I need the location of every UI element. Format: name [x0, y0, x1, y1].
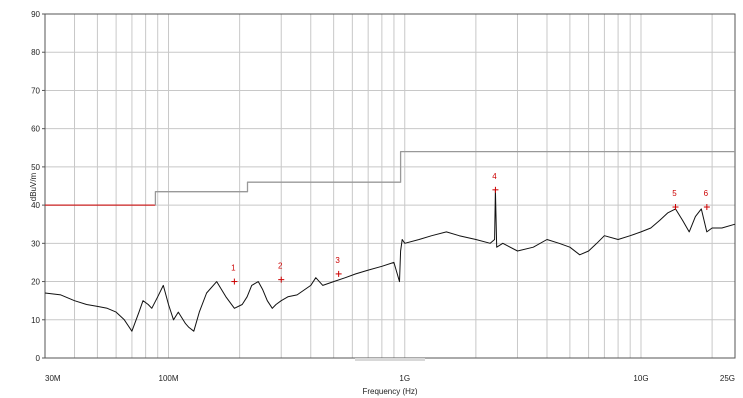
- x-tick-label: 100M: [159, 374, 179, 383]
- marker-group: 1 2 3 4 5 6: [231, 172, 710, 285]
- x-tick-label: 1G: [399, 374, 410, 383]
- series-group: [44, 150, 736, 332]
- x-axis-label: Frequency (Hz): [362, 387, 417, 396]
- y-tick-label: 80: [31, 48, 40, 57]
- scrollbar-thumb[interactable]: [355, 358, 425, 361]
- y-tick-label: 10: [31, 316, 40, 325]
- marker-label: 6: [704, 189, 709, 198]
- y-tick-label: 0: [36, 354, 41, 363]
- limit-line-2: [154, 150, 735, 206]
- marker-label: 5: [672, 189, 677, 198]
- y-tick-label: 40: [31, 201, 40, 210]
- y-tick-label: 30: [31, 239, 40, 248]
- y-tick-label: 60: [31, 125, 40, 134]
- y-axis-label: dBuV/m: [29, 172, 38, 201]
- measurement-trace: [44, 189, 736, 332]
- marker-label: 4: [492, 172, 497, 181]
- x-axis-ticks: 30M 100M 1G 10G 25G: [45, 374, 735, 383]
- x-tick-label: 25G: [720, 374, 735, 383]
- y-tick-label: 90: [31, 10, 40, 19]
- x-tick-label: 10G: [633, 374, 648, 383]
- grid-lines: [44, 13, 735, 359]
- y-tick-label: 70: [31, 86, 40, 95]
- y-tick-label: 50: [31, 163, 40, 172]
- marker-label: 3: [335, 256, 340, 265]
- marker-label: 2: [278, 262, 283, 271]
- x-tick-label: 30M: [45, 374, 61, 383]
- y-tick-label: 20: [31, 278, 40, 287]
- marker-label: 1: [231, 264, 236, 273]
